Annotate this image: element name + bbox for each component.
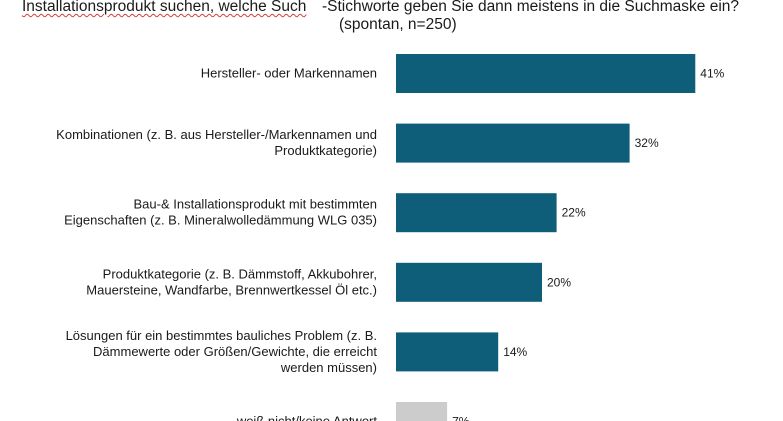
bar-4 — [396, 332, 499, 372]
category-label-4: Lösungen für ein bestimmtes bauliches Pr… — [66, 328, 378, 375]
category-label-1-line-1: Produktkategorie) — [274, 143, 377, 158]
category-label-2-line-0: Bau-& Installationsprodukt mit bestimmte… — [134, 197, 378, 212]
category-label-4-line-1: Dämmewerte oder Größen/Gewichte, die err… — [93, 344, 377, 359]
bar-5 — [396, 402, 448, 421]
category-label-3-line-0: Produktkategorie (z. B. Dämmstoff, Akkub… — [103, 266, 377, 281]
category-label-4-line-0: Lösungen für ein bestimmtes bauliches Pr… — [66, 328, 377, 343]
value-label-1: 32% — [635, 136, 659, 150]
bar-1 — [396, 123, 630, 163]
title-line1-left: Installationsprodukt suchen, welche Such — [22, 0, 307, 15]
category-label-0: Hersteller- oder Markennamen — [201, 66, 377, 81]
category-label-3: Produktkategorie (z. B. Dämmstoff, Akkub… — [86, 266, 377, 297]
category-label-0-line-0: Hersteller- oder Markennamen — [201, 66, 377, 81]
chart-title: Installationsprodukt suchen, welche Such… — [0, 0, 783, 40]
category-label-1-line-0: Kombinationen (z. B. aus Hersteller-/Mar… — [56, 127, 377, 142]
title-line1-right: -Stichworte geben Sie dann meistens in d… — [322, 0, 740, 15]
category-label-4-line-2: werden müssen) — [280, 360, 377, 375]
value-label-2: 22% — [562, 206, 586, 220]
category-label-2: Bau-& Installationsprodukt mit bestimmte… — [64, 197, 377, 228]
value-label-4: 14% — [503, 345, 527, 359]
value-label-3: 20% — [547, 275, 571, 289]
bar-3 — [396, 262, 542, 302]
category-label-5: weiß nicht/keine Antwort — [236, 414, 378, 421]
category-label-1: Kombinationen (z. B. aus Hersteller-/Mar… — [56, 127, 377, 158]
bar-0 — [396, 54, 696, 93]
category-label-5-line-0: weiß nicht/keine Antwort — [236, 414, 378, 421]
title-line2: (spontan, n=250) — [339, 16, 457, 33]
value-label-5: 7% — [452, 415, 470, 421]
bar-2 — [396, 193, 557, 233]
category-label-2-line-1: Eigenschaften (z. B. Mineralwolledämmung… — [64, 213, 377, 228]
value-label-0: 41% — [700, 67, 724, 81]
category-label-3-line-1: Mauersteine, Wandfarbe, Brennwertkessel … — [86, 282, 377, 297]
